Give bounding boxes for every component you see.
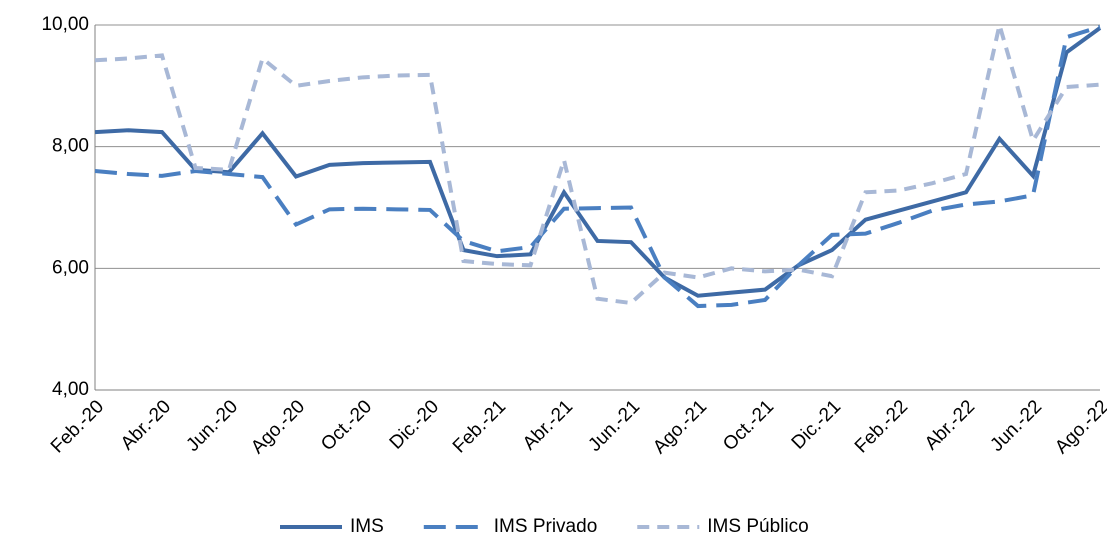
x-tick-label: Feb.-21 bbox=[449, 396, 510, 457]
x-tick-label: Dic.-20 bbox=[386, 396, 443, 453]
x-tick-label: Oct.-21 bbox=[719, 396, 778, 455]
y-tick-label: 8,00 bbox=[52, 136, 89, 157]
y-tick-label: 6,00 bbox=[52, 257, 89, 278]
x-tick-label: Ago.-20 bbox=[247, 396, 309, 458]
legend-label: IMS Privado bbox=[494, 516, 597, 537]
series-line bbox=[94, 24, 1101, 306]
x-tick-label: Abr.-20 bbox=[117, 396, 175, 454]
series-line bbox=[94, 24, 1101, 309]
x-tick-label: Jun.-20 bbox=[182, 396, 242, 456]
x-tick-label: Feb.-22 bbox=[851, 396, 912, 457]
legend-label: IMS bbox=[350, 516, 384, 537]
x-tick-label: Ago.-22 bbox=[1051, 396, 1107, 458]
x-tick-label: Dic.-21 bbox=[788, 396, 845, 453]
x-tick-label: Abr.-21 bbox=[519, 396, 577, 454]
x-tick-label: Jun.-21 bbox=[584, 396, 644, 456]
x-tick-label: Jun.-22 bbox=[986, 396, 1046, 456]
x-tick-label: Oct.-20 bbox=[317, 396, 376, 455]
x-tick-label: Ago.-21 bbox=[649, 396, 711, 458]
legend-label: IMS Público bbox=[707, 516, 808, 537]
x-tick-label: Abr.-22 bbox=[921, 396, 979, 454]
series-line bbox=[94, 26, 1102, 298]
y-tick-label: 10,00 bbox=[41, 14, 89, 35]
x-tick-label: Feb.-20 bbox=[47, 396, 108, 457]
y-tick-label: 4,00 bbox=[52, 379, 89, 400]
